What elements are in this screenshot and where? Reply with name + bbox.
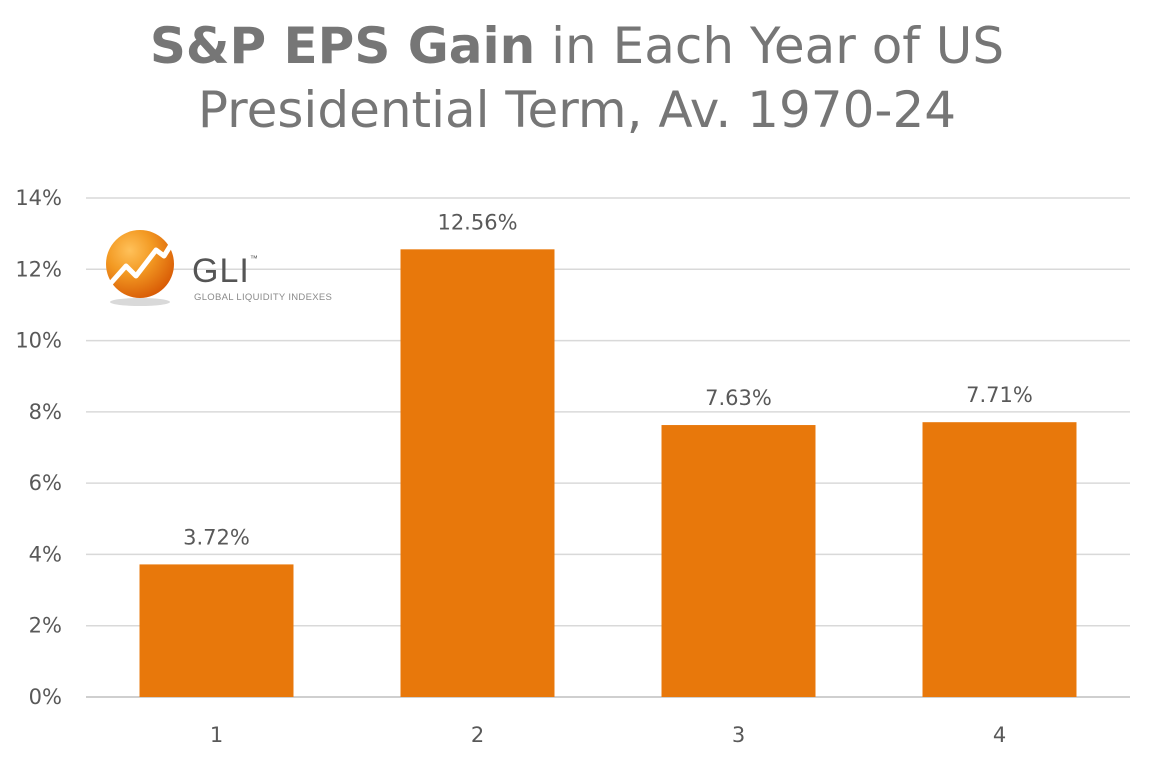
y-tick-label: 6% <box>29 471 62 495</box>
gli-logo-subtitle: GLOBAL LIQUIDITY INDEXES <box>194 292 333 303</box>
gli-logo-icon <box>106 230 177 306</box>
gli-logo-name: GLI <box>192 252 250 290</box>
bar-1 <box>139 564 294 697</box>
data-label-4: 7.71% <box>966 383 1033 407</box>
gli-logo: GLI™ GLOBAL LIQUIDITY INDEXES <box>104 226 394 310</box>
data-labels: 3.72% 12.56% 7.63% 7.71% <box>183 210 1033 549</box>
y-tick-label: 0% <box>29 685 62 709</box>
gli-logo-tm: ™ <box>249 254 259 263</box>
y-tick-label: 12% <box>15 257 62 281</box>
bars <box>139 249 1077 697</box>
x-tick-label: 2 <box>471 723 484 747</box>
x-tick-label: 3 <box>732 723 745 747</box>
data-label-3: 7.63% <box>705 386 772 410</box>
chart-title-bold: S&P EPS Gain <box>149 17 536 75</box>
x-tick-label: 4 <box>993 723 1006 747</box>
x-tick-label: 1 <box>210 723 223 747</box>
x-axis-ticks: 1 2 3 4 <box>210 723 1006 747</box>
bar-4 <box>922 422 1077 697</box>
chart-title-rest: in Each Year of US <box>535 17 1005 75</box>
bar-3 <box>661 425 816 697</box>
chart-title: S&P EPS Gain in Each Year of US Presiden… <box>0 14 1154 142</box>
y-axis-ticks: 0% 2% 4% 6% 8% 10% 12% 14% <box>15 186 62 709</box>
y-tick-label: 14% <box>15 186 62 210</box>
y-tick-label: 2% <box>29 614 62 638</box>
chart-title-line2: Presidential Term, Av. 1970-24 <box>197 81 957 139</box>
bar-2 <box>400 249 555 697</box>
y-tick-label: 4% <box>29 542 62 566</box>
chart-title-line1: S&P EPS Gain in Each Year of US <box>0 14 1154 78</box>
gli-logo-text: GLI™ <box>192 252 259 291</box>
data-label-1: 3.72% <box>183 525 250 549</box>
y-tick-label: 10% <box>15 329 62 353</box>
y-tick-label: 8% <box>29 400 62 424</box>
data-label-2: 12.56% <box>437 210 517 234</box>
